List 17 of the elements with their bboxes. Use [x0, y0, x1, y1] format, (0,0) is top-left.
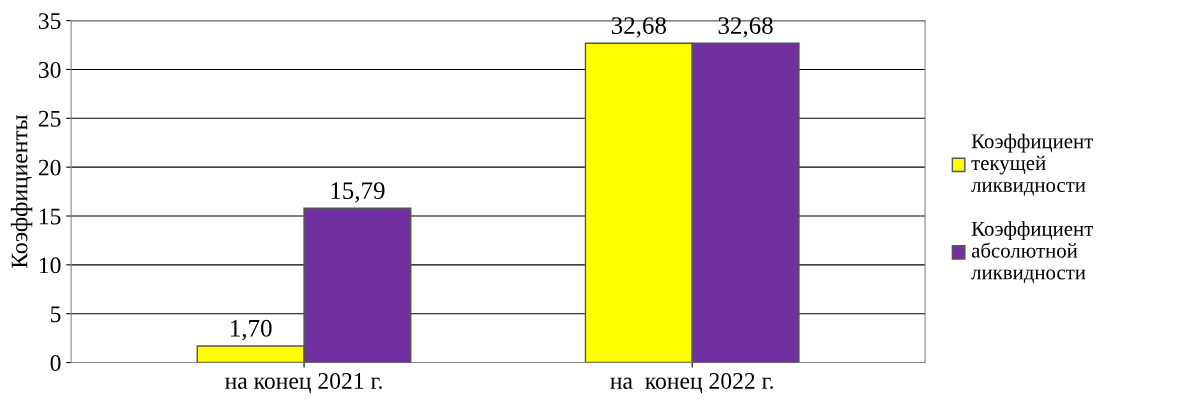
x-tick-label: на конец 2022 г. — [610, 372, 773, 394]
y-tick-label: 30 — [38, 61, 61, 78]
x-tick-label: на конец 2021 г. — [225, 372, 382, 394]
data-label: 32,68 — [718, 17, 773, 38]
y-tick-label: 20 — [38, 159, 61, 176]
y-tick-label: 25 — [38, 110, 61, 127]
legend-label: Коэффициент текущей ликвидности — [971, 133, 1093, 196]
y-tick-label: 0 — [50, 355, 61, 371]
y-axis-title: Коэффициенты — [10, 114, 33, 269]
y-tick-label: 15 — [39, 208, 61, 225]
data-label: 1,70 — [231, 319, 272, 341]
data-label: 32,68 — [611, 17, 666, 38]
y-tick-label: 5 — [51, 306, 61, 323]
data-label: 15,79 — [331, 182, 385, 203]
legend-label: Коэффициент абсолютной ликвидности — [971, 221, 1093, 284]
y-tick-label: 10 — [39, 257, 61, 274]
y-tick-label: 35 — [38, 13, 61, 30]
